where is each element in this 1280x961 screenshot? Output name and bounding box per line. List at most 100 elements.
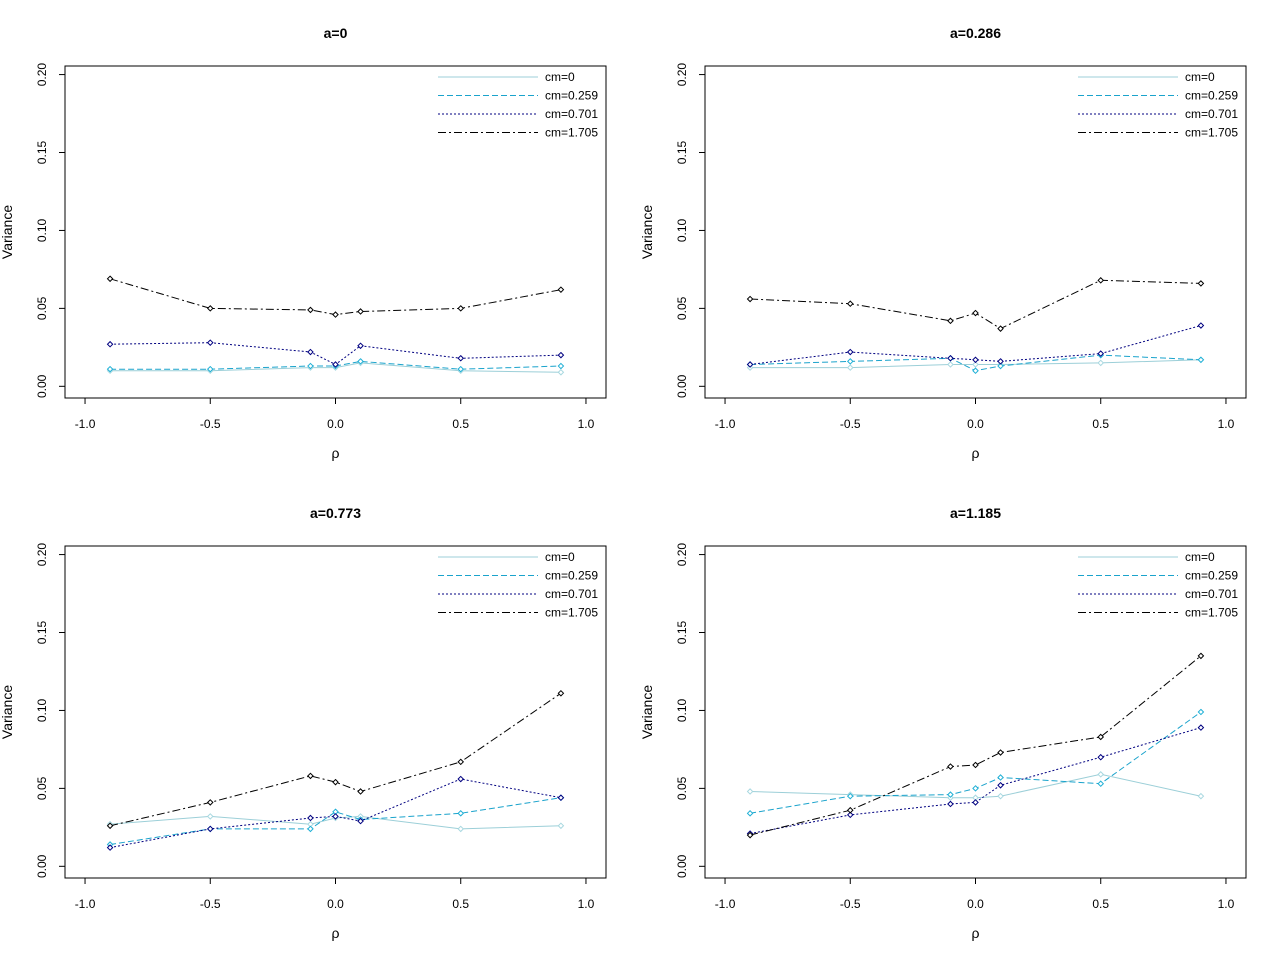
y-axis-label: Variance [0,205,15,259]
legend-label-4: cm=1.705 [545,126,598,140]
chart-title: a=0.773 [310,505,361,521]
y-tick-label: 0.15 [675,621,689,645]
x-tick-label: -1.0 [715,417,736,431]
chart-title: a=0.286 [950,25,1001,41]
legend-label-2: cm=0.259 [545,569,598,583]
plot-frame [704,65,1247,399]
y-tick-label: 0.15 [35,141,49,165]
x-tick-label: -0.5 [840,417,861,431]
x-axis-label: ρ [972,925,980,941]
series-line-4 [750,279,1201,330]
data-point [947,791,954,798]
y-tick-label: 0.00 [675,854,689,878]
data-point [972,761,979,769]
x-tick-label: 1.0 [578,897,595,911]
data-point [357,308,364,315]
x-tick-label: 1.0 [1218,897,1235,911]
data-point [357,817,364,825]
x-tick-label: 0.0 [327,897,344,911]
data-point [997,749,1004,756]
data-point [997,358,1004,365]
data-point [357,358,364,365]
y-tick-label: 0.05 [675,296,689,320]
x-axis-label: ρ [332,445,340,461]
y-tick-label: 0.00 [35,854,49,878]
data-point [206,825,214,833]
data-point [947,354,954,362]
y-tick-label: 0.05 [35,776,49,800]
legend-label-1: cm=0 [1185,550,1215,564]
legend-label-3: cm=0.701 [1185,587,1238,601]
legend-label-3: cm=0.701 [1185,107,1238,121]
plot-frame [64,545,607,879]
data-point [106,275,114,283]
data-point [972,799,979,806]
data-point [947,763,954,770]
data-point [1197,708,1205,716]
data-point [557,368,565,376]
y-tick-label: 0.10 [35,698,49,722]
x-tick-label: -0.5 [200,417,221,431]
y-tick-label: 0.20 [35,543,49,567]
legend-label-1: cm=0 [545,70,575,84]
data-point [557,822,565,830]
x-tick-label: 0.5 [452,897,469,911]
data-point [1097,771,1105,778]
data-point [457,305,465,312]
y-tick-label: 0.00 [675,374,689,398]
y-tick-label: 0.20 [675,63,689,87]
data-point [846,792,854,800]
x-tick-label: -1.0 [715,897,736,911]
data-point [1097,359,1105,367]
y-axis-label: Variance [0,685,15,739]
data-point [947,800,954,808]
data-point [746,788,754,795]
data-point [972,309,979,317]
data-point [997,362,1004,370]
data-point [457,365,465,373]
data-point [972,785,979,792]
y-tick-label: 0.10 [675,698,689,722]
series-line-3 [750,727,1202,835]
x-tick-label: 0.5 [1092,897,1109,911]
data-point [1197,792,1205,800]
data-point [846,806,854,814]
data-point [846,811,854,819]
data-point [846,300,854,308]
data-point [997,792,1004,800]
plot-frame [704,545,1247,879]
x-tick-label: 1.0 [578,417,595,431]
data-point [106,822,114,830]
data-point [997,325,1004,332]
x-axis-label: ρ [972,445,980,461]
y-tick-label: 0.15 [675,141,689,165]
legend-label-2: cm=0.259 [1185,569,1238,583]
data-point [307,348,314,356]
data-point [1197,724,1205,731]
data-point [746,810,754,817]
x-tick-label: 0.0 [967,417,984,431]
data-point [332,361,339,368]
data-point [206,339,214,346]
x-tick-label: 0.5 [452,417,469,431]
data-point [206,365,214,373]
chart-title: a=1.185 [950,505,1001,521]
data-point [1097,277,1105,284]
x-tick-label: 0.0 [967,897,984,911]
data-point [997,781,1004,789]
data-point [846,358,854,365]
data-point [457,758,465,766]
data-point [332,778,339,786]
x-tick-label: 0.0 [327,417,344,431]
x-tick-label: -1.0 [75,417,96,431]
data-point [746,361,754,368]
chart-panel-2: a=0.286 -1.0 -0.5 0.0 0.5 1.0 0.00 0.05 0.10 0.15… [639,25,1247,461]
y-tick-label: 0.10 [675,218,689,242]
data-point [206,799,214,806]
plot-frame [64,65,607,399]
data-point [357,788,364,795]
legend-label-1: cm=0 [1185,70,1215,84]
data-point [307,362,314,370]
data-point [357,342,364,350]
